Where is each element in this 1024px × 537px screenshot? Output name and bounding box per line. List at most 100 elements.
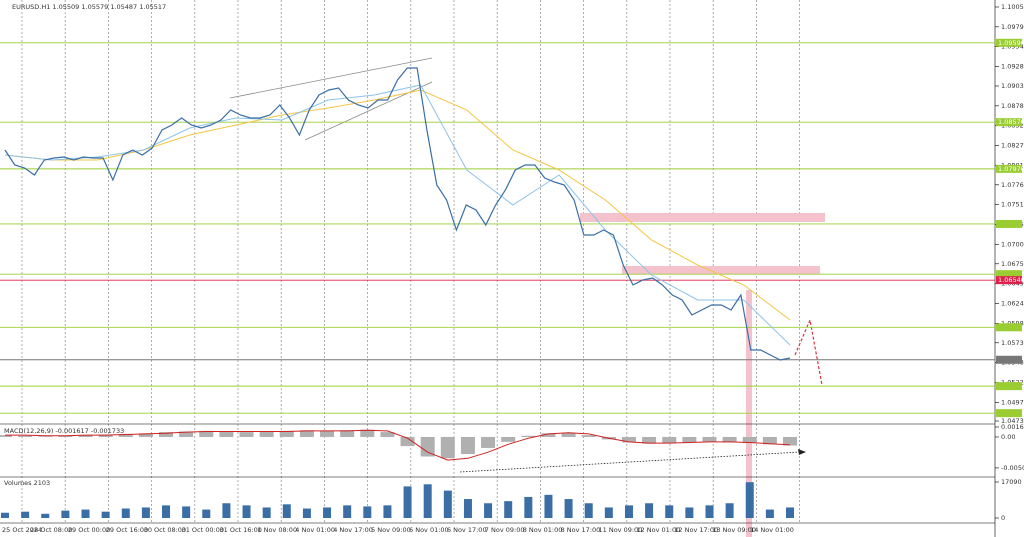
volume-bar: [121, 508, 130, 518]
macd-bar: [621, 436, 636, 443]
volume-bar: [544, 494, 553, 518]
y-tick-label: 1.06750: [1001, 260, 1024, 268]
volume-bar: [262, 507, 271, 518]
y-tick-label: 1.09035: [1001, 82, 1024, 90]
y-tick-label: 1.10050: [1001, 3, 1024, 11]
macd-bar: [722, 436, 737, 443]
volume-bar: [101, 511, 110, 518]
volume-bar: [463, 499, 472, 518]
volume-bar: [725, 503, 734, 518]
y-tick-label: 1.07510: [1001, 201, 1024, 209]
level-label: 1.07970: [998, 165, 1024, 173]
volume-bar: [665, 505, 674, 518]
y-tick-label: 0.00164: [1001, 423, 1024, 431]
x-tick-label: 11 Nov 09:00: [599, 526, 643, 534]
x-tick-label: 29 Oct 00:00: [68, 526, 110, 534]
x-tick-label: 7 Nov 09:00: [485, 526, 525, 534]
y-tick-label: 1.07765: [1001, 181, 1024, 189]
volume-bar: [584, 503, 593, 518]
macd-bar: [0, 435, 12, 437]
y-tick-label: 1.08780: [1001, 102, 1024, 110]
volume-bar: [302, 508, 311, 518]
y-tick-label: 1.04970: [1001, 398, 1024, 406]
y-tick-label: -0.005076: [1001, 464, 1024, 472]
volume-bar: [484, 503, 493, 518]
x-tick-label: 28 Oct 08:00: [30, 526, 72, 534]
macd-bar: [561, 432, 576, 437]
macd-bar: [440, 436, 455, 459]
x-tick-label: 12 Nov 17:00: [674, 526, 718, 534]
macd-bar: [501, 436, 516, 442]
y-tick-label: 1.04730: [1001, 417, 1024, 425]
volume-bar: [162, 505, 171, 518]
x-tick-label: 14 Nov 01:00: [750, 526, 794, 534]
x-tick-label: 13 Nov 09:00: [712, 526, 756, 534]
volume-bar: [81, 509, 90, 518]
volume-bar: [624, 505, 633, 518]
volume-bar: [141, 507, 150, 518]
x-tick-label: 4 Nov 01:00: [295, 526, 335, 534]
y-tick-label: 17090: [1001, 478, 1022, 486]
time-grid: [21, 0, 800, 523]
level-tag: [996, 118, 1022, 127]
macd-bar: [521, 435, 536, 437]
signal-line: [5, 429, 791, 461]
macd-bar: [360, 429, 375, 437]
macd-bar: [742, 436, 757, 444]
price-line: [4, 67, 791, 361]
x-tick-label: 5 Nov 09:00: [371, 526, 411, 534]
macd-bar: [219, 431, 234, 437]
x-tick-label: 30 Oct 08:00: [144, 526, 186, 534]
macd-bar: [299, 430, 314, 437]
macd-bar: [481, 436, 496, 448]
level-tag: [996, 355, 1022, 364]
macd-bar: [98, 434, 113, 437]
x-tick-label: 6 Nov 17:00: [447, 526, 487, 534]
macd-bar: [400, 436, 415, 447]
volume-bar: [21, 511, 30, 518]
volume-bar: [323, 507, 332, 518]
volume-bar: [363, 506, 372, 518]
level-tag: [996, 38, 1022, 47]
volume-bar: [383, 505, 392, 518]
macd-bar: [179, 431, 194, 437]
chart-title: EURUSD.H1 1.05509 1.05579 1.05487 1.0551…: [12, 3, 166, 11]
volume-bar: [524, 496, 533, 518]
volume-bar: [222, 503, 231, 518]
x-tick-label: 29 Oct 16:00: [106, 526, 148, 534]
volume-bar: [685, 507, 694, 518]
volume-bar: [61, 510, 70, 518]
forecast-arrow: [794, 317, 823, 386]
volume-bar: [202, 509, 211, 518]
volume-bar: [645, 503, 654, 518]
macd-title: MACD(12,26,9) -0.001617 -0.001733: [4, 427, 124, 435]
volume-bar: [564, 499, 573, 518]
volume-bar: [403, 486, 412, 518]
y-tick-label: 0.00: [1001, 433, 1015, 441]
x-tick-label: 12 Nov 01:00: [636, 526, 680, 534]
volume-bar: [282, 504, 291, 518]
volume-bar: [786, 507, 794, 518]
macd-bar: [340, 430, 355, 437]
volume-bar: [745, 482, 754, 518]
macd-bar: [259, 431, 274, 437]
y-tick-label: 1.09285: [1001, 63, 1024, 71]
volume-bar: [604, 507, 613, 518]
level-tag: [996, 270, 1022, 279]
x-tick-label: 8 Nov 17:00: [561, 526, 601, 534]
arrow-head: [798, 449, 806, 455]
level-tag: [996, 276, 1022, 285]
y-tick-label: 0: [1001, 514, 1005, 522]
volume-bar: [182, 506, 191, 518]
macd-bar: [380, 432, 395, 437]
macd-bar: [642, 436, 657, 444]
macd-bar: [702, 436, 717, 442]
macd-bar: [159, 432, 174, 437]
y-tick-label: 1.06240: [1001, 299, 1024, 307]
x-tick-label: 1 Nov 08:00: [257, 526, 297, 534]
macd-bar: [581, 435, 596, 437]
macd-bar: [199, 430, 214, 437]
macd-bar: [279, 430, 294, 437]
macd-bar: [239, 432, 254, 437]
